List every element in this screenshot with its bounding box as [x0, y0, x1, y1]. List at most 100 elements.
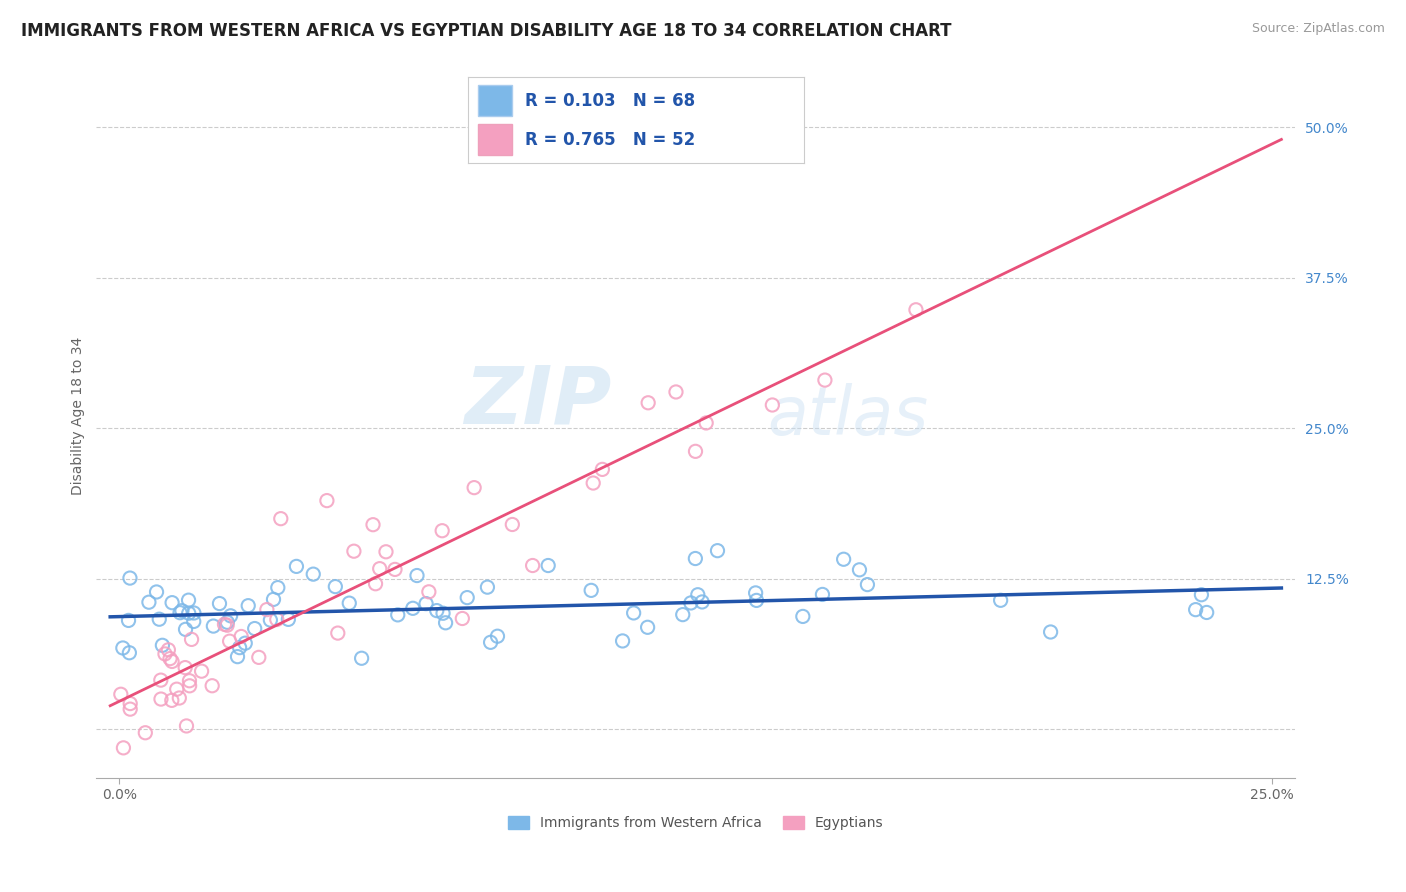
- Point: [110, 687, 132, 701]
- Point: [690, 595, 713, 609]
- Point: [325, 580, 347, 594]
- Point: [537, 558, 560, 573]
- Point: [706, 543, 728, 558]
- Point: [202, 619, 225, 633]
- Point: [432, 606, 454, 620]
- Point: [111, 640, 134, 655]
- Point: [214, 617, 236, 632]
- Text: atlas: atlas: [768, 384, 929, 450]
- Point: [814, 373, 837, 387]
- Point: [208, 597, 231, 611]
- Point: [522, 558, 544, 573]
- Point: [679, 596, 702, 610]
- Point: [451, 611, 474, 625]
- Text: IMMIGRANTS FROM WESTERN AFRICA VS EGYPTIAN DISABILITY AGE 18 TO 34 CORRELATION C: IMMIGRANTS FROM WESTERN AFRICA VS EGYPTI…: [21, 22, 952, 40]
- Point: [792, 609, 814, 624]
- Point: [579, 583, 602, 598]
- Point: [226, 649, 249, 664]
- Point: [138, 595, 160, 609]
- Point: [415, 597, 437, 611]
- Point: [832, 552, 855, 566]
- Point: [350, 651, 373, 665]
- Point: [761, 398, 783, 412]
- Point: [665, 384, 688, 399]
- Point: [384, 562, 406, 576]
- Point: [406, 568, 429, 582]
- Point: [112, 740, 135, 755]
- Point: [174, 660, 197, 674]
- Y-axis label: Disability Age 18 to 34: Disability Age 18 to 34: [72, 337, 86, 495]
- Point: [685, 444, 707, 458]
- Point: [848, 563, 870, 577]
- Point: [364, 576, 387, 591]
- Point: [463, 481, 485, 495]
- Point: [672, 607, 695, 622]
- Point: [201, 679, 224, 693]
- Point: [479, 635, 502, 649]
- Point: [685, 551, 707, 566]
- Point: [811, 587, 834, 601]
- Point: [120, 702, 142, 716]
- Point: [637, 620, 659, 634]
- Legend: Immigrants from Western Africa, Egyptians: Immigrants from Western Africa, Egyptian…: [502, 811, 889, 836]
- Point: [426, 604, 449, 618]
- Point: [170, 604, 193, 618]
- Point: [149, 692, 172, 706]
- Point: [157, 642, 180, 657]
- Point: [118, 646, 141, 660]
- Point: [591, 462, 613, 476]
- Point: [277, 612, 299, 626]
- Point: [418, 584, 440, 599]
- Point: [337, 596, 360, 610]
- Point: [582, 476, 605, 491]
- Point: [368, 562, 391, 576]
- Point: [745, 593, 768, 607]
- Point: [904, 302, 927, 317]
- Point: [177, 606, 200, 620]
- Point: [190, 664, 212, 678]
- Point: [179, 679, 201, 693]
- Point: [856, 577, 879, 591]
- Point: [120, 697, 142, 711]
- Point: [434, 615, 457, 630]
- Point: [160, 693, 183, 707]
- Point: [686, 588, 709, 602]
- Point: [430, 524, 453, 538]
- Point: [217, 615, 239, 630]
- Point: [238, 599, 260, 613]
- Point: [477, 580, 499, 594]
- Point: [247, 650, 270, 665]
- Point: [637, 396, 659, 410]
- Point: [266, 613, 288, 627]
- Point: [402, 601, 425, 615]
- Point: [316, 493, 339, 508]
- Point: [176, 719, 198, 733]
- Point: [343, 544, 366, 558]
- Point: [169, 691, 191, 706]
- Point: [231, 630, 253, 644]
- Point: [243, 622, 266, 636]
- Point: [259, 613, 281, 627]
- Point: [228, 640, 250, 655]
- Text: ZIP: ZIP: [464, 363, 612, 441]
- Point: [145, 585, 167, 599]
- Point: [990, 593, 1012, 607]
- Point: [219, 608, 242, 623]
- Point: [623, 606, 645, 620]
- Point: [267, 581, 290, 595]
- Point: [612, 634, 634, 648]
- Point: [263, 592, 285, 607]
- Point: [183, 606, 205, 620]
- Point: [695, 416, 717, 430]
- Point: [148, 612, 170, 626]
- Point: [270, 511, 292, 525]
- Point: [217, 618, 239, 632]
- Point: [166, 682, 188, 697]
- Point: [177, 593, 200, 607]
- Point: [1184, 602, 1206, 616]
- Point: [302, 567, 325, 582]
- Point: [153, 647, 176, 661]
- Point: [387, 607, 409, 622]
- Point: [285, 559, 308, 574]
- Point: [1039, 625, 1062, 640]
